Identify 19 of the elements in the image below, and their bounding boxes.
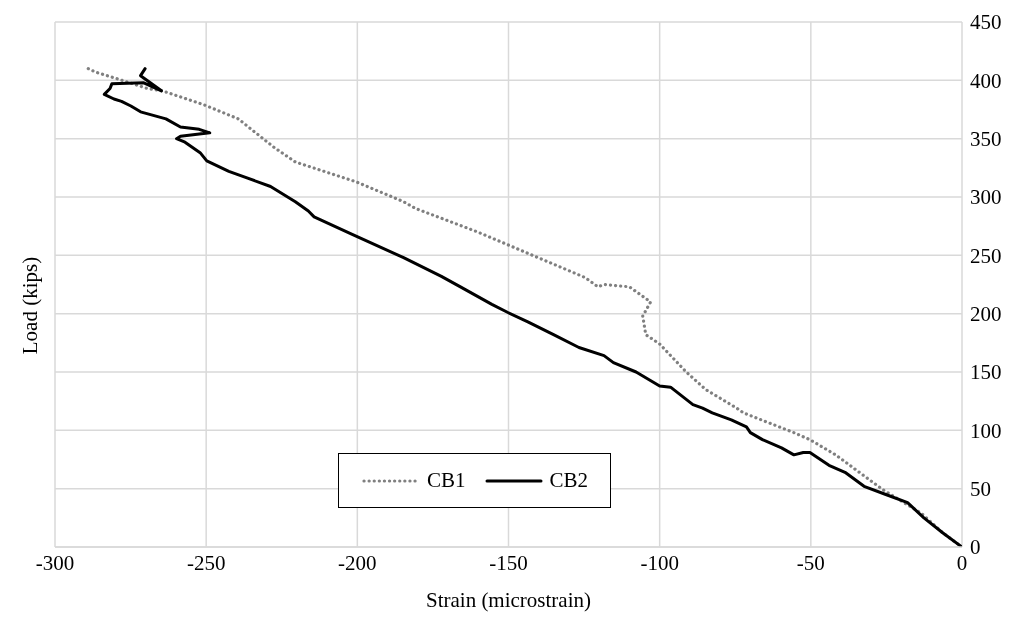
y-tick-label: 150	[970, 360, 1002, 385]
legend-label: CB2	[549, 468, 589, 493]
y-tick-label: 400	[970, 68, 1002, 93]
x-axis-title: Strain (microstrain)	[425, 588, 592, 612]
y-tick-label: 100	[970, 418, 1002, 443]
x-tick-label: -50	[796, 550, 825, 575]
legend-label: CB1	[427, 468, 466, 493]
x-tick-label: -200	[338, 550, 377, 575]
y-tick-label: 300	[970, 185, 1002, 210]
y-axis-title: Load (kips)	[17, 256, 43, 355]
y-tick-label: 350	[970, 127, 1002, 152]
y-tick-label: 450	[970, 10, 1002, 35]
x-tick-label: -100	[640, 550, 679, 575]
y-tick-label: 50	[970, 477, 991, 502]
y-tick-label: 250	[970, 243, 1002, 268]
x-tick-label: -250	[186, 550, 226, 575]
y-tick-label: 200	[970, 302, 1002, 327]
x-tick-label: -150	[489, 550, 528, 575]
x-tick-label: -300	[35, 550, 75, 575]
